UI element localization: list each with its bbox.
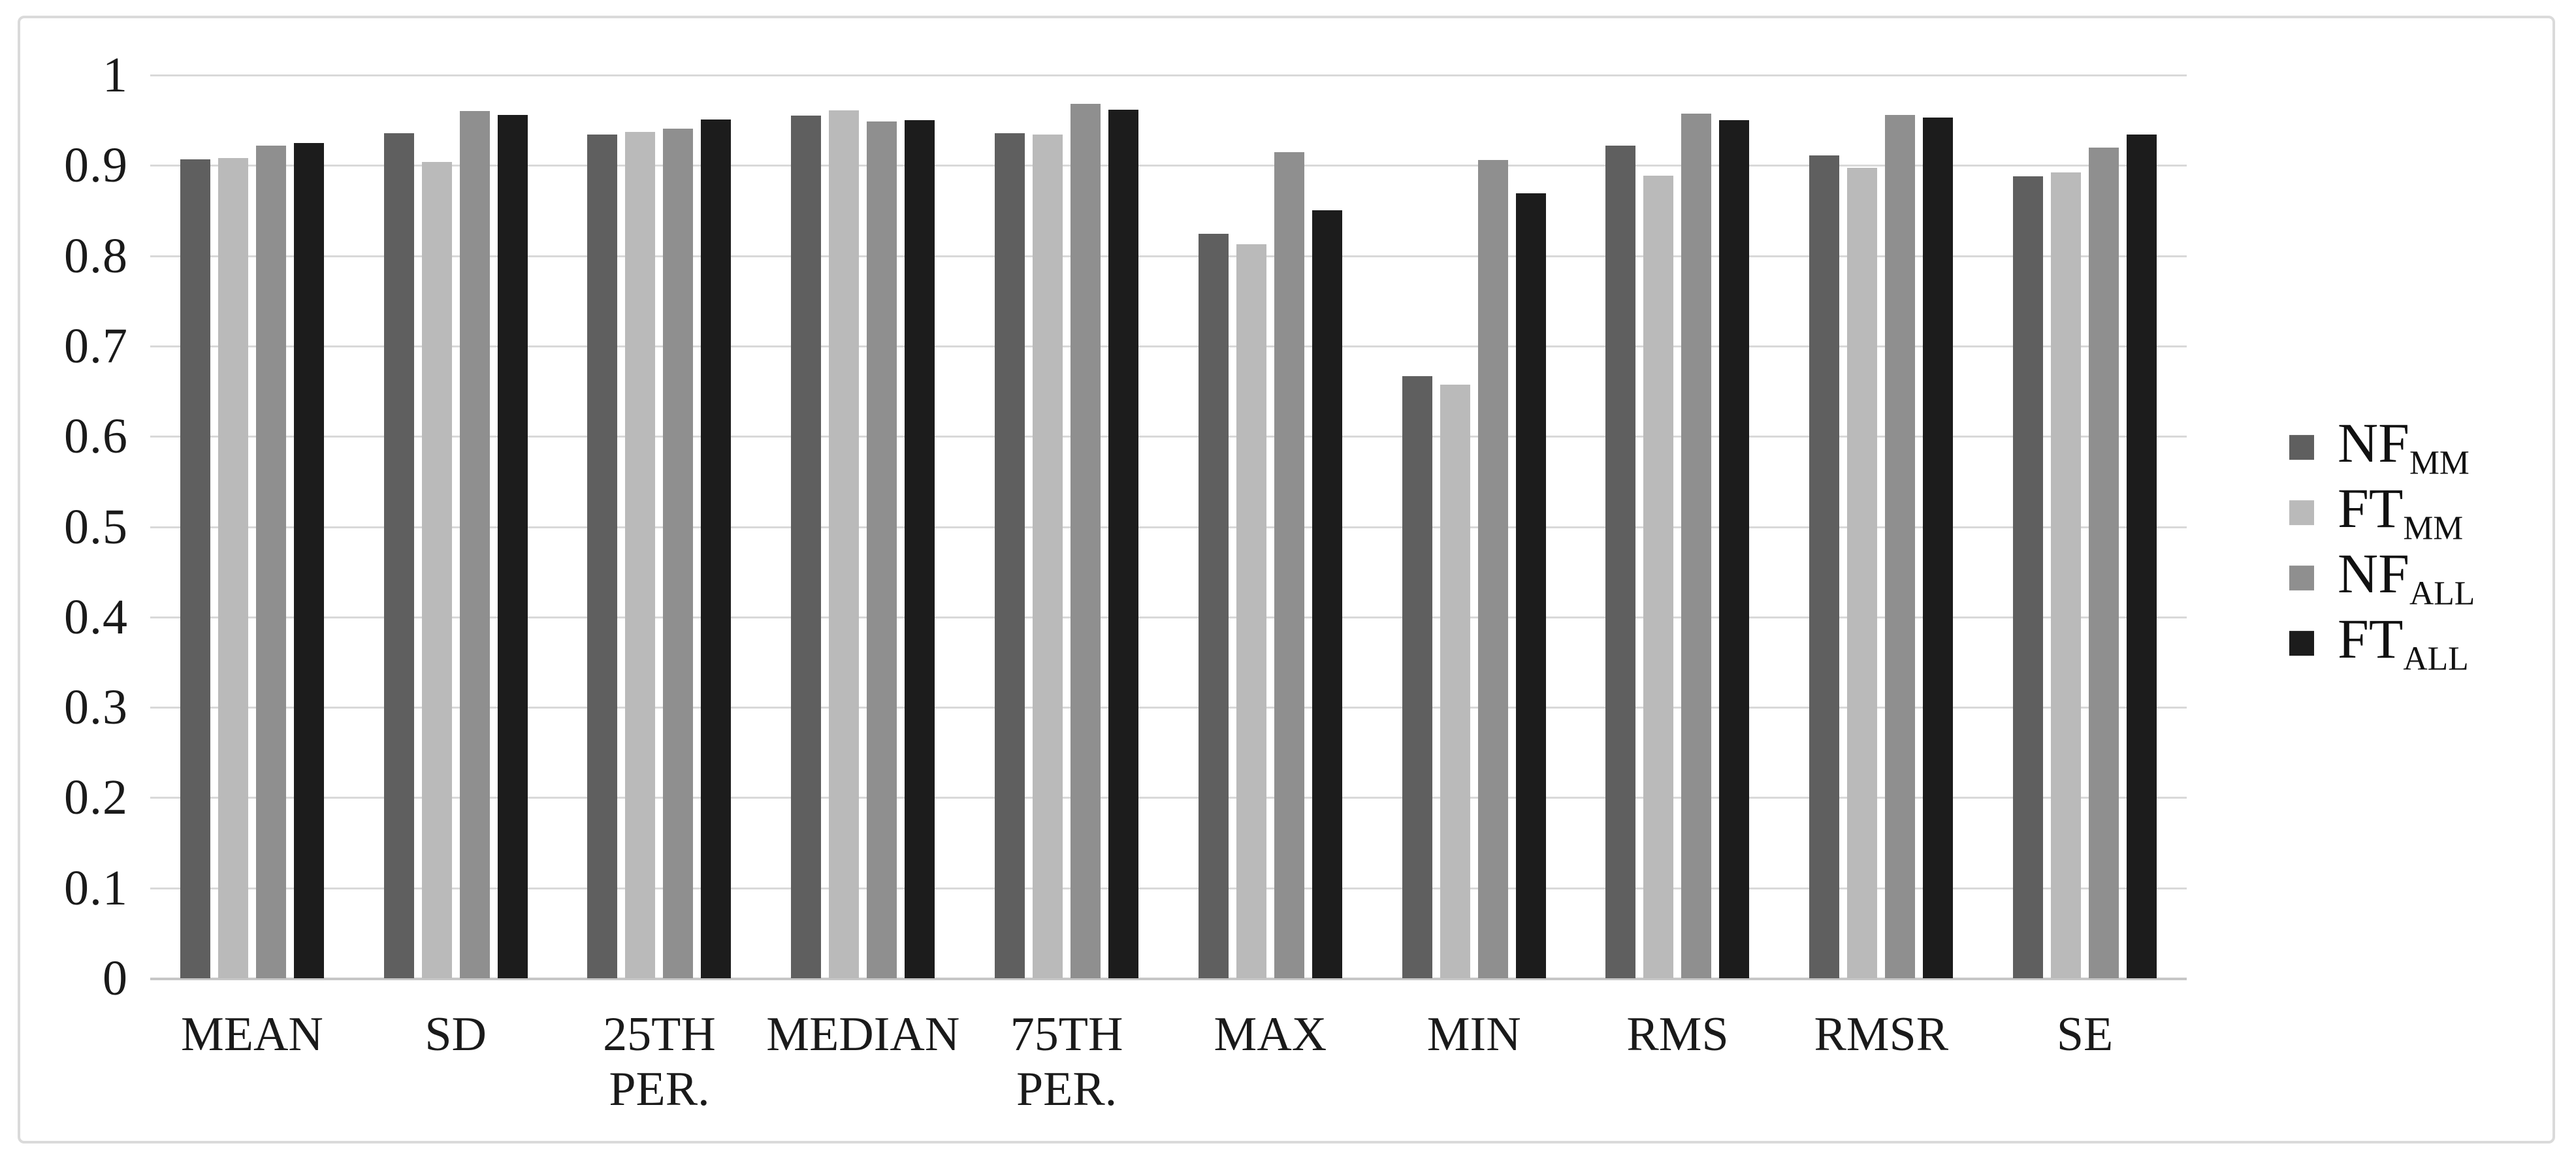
bar-nf-all-mean	[255, 145, 286, 978]
bar-nf-all-se	[2089, 147, 2119, 978]
bar-ft-all-75th-per-	[1108, 109, 1139, 978]
bar-ft-mm-sd	[421, 161, 452, 978]
bar-nf-all-25th-per-	[663, 128, 694, 978]
gridline	[150, 345, 2187, 347]
gridline	[150, 616, 2187, 618]
y-tick-label: 0.8	[64, 228, 128, 283]
bar-nf-mm-median	[791, 116, 822, 978]
y-tick-label: 1	[103, 48, 128, 103]
plot-area	[150, 74, 2187, 980]
bar-group-min	[1372, 75, 1576, 978]
bar-ft-all-min	[1515, 193, 1546, 978]
bars-layer	[150, 75, 2187, 978]
legend-label: FTALL	[2338, 607, 2469, 678]
bar-ft-all-max	[1312, 210, 1342, 978]
bar-nf-all-min	[1477, 160, 1508, 978]
y-tick-label: 0.3	[64, 680, 128, 735]
bar-group-mean	[150, 75, 354, 978]
bar-nf-mm-25th-per-	[587, 135, 618, 978]
category-label-se: SE	[2056, 1008, 2114, 1061]
category-label-min: MIN	[1426, 1008, 1521, 1061]
legend-item-nf-all: NFALL	[2289, 545, 2475, 611]
gridline	[150, 797, 2187, 799]
bar-nf-all-75th-per-	[1071, 104, 1101, 978]
category-label-25th-per-: 25TH PER.	[603, 1008, 716, 1116]
y-tick-label: 0	[103, 951, 128, 1006]
gridline	[150, 707, 2187, 709]
bar-nf-all-max	[1274, 152, 1304, 978]
y-tick-label: 0.9	[64, 138, 128, 193]
bar-ft-mm-median	[829, 110, 860, 978]
bar-ft-all-se	[2127, 135, 2157, 978]
category-label-sd: SD	[425, 1008, 487, 1061]
legend-item-ft-mm: FTMM	[2289, 480, 2463, 545]
y-tick-label: 0.1	[64, 860, 128, 916]
bar-nf-mm-75th-per-	[995, 133, 1025, 978]
gridline	[150, 887, 2187, 889]
bar-ft-mm-75th-per-	[1033, 135, 1063, 978]
category-label-mean: MEAN	[180, 1008, 323, 1061]
bar-nf-mm-se	[2013, 176, 2044, 978]
bar-nf-all-median	[867, 121, 897, 978]
y-tick-label: 0.6	[64, 409, 128, 464]
bar-ft-mm-max	[1236, 244, 1266, 978]
bar-ft-all-sd	[497, 114, 528, 978]
y-tick-label: 0.7	[64, 318, 128, 374]
legend-item-ft-all: FTALL	[2289, 611, 2469, 676]
x-axis-baseline	[150, 978, 2187, 980]
bar-nf-mm-max	[1198, 234, 1229, 978]
bar-ft-mm-min	[1440, 385, 1470, 978]
legend-label: NFMM	[2338, 411, 2470, 482]
bar-group-rms	[1576, 75, 1780, 978]
category-label-75th-per-: 75TH PER.	[1010, 1008, 1123, 1116]
gridline	[150, 436, 2187, 438]
y-tick-label: 0.4	[64, 589, 128, 645]
legend-label: NFALL	[2338, 542, 2475, 613]
bar-group-median	[761, 75, 965, 978]
category-label-rmsr: RMSR	[1814, 1008, 1949, 1061]
category-label-rms: RMS	[1626, 1008, 1729, 1061]
bar-ft-mm-mean	[217, 158, 248, 978]
bar-ft-mm-rmsr	[1847, 168, 1878, 978]
bar-nf-mm-rmsr	[1809, 155, 1840, 978]
bar-group-sd	[354, 75, 558, 978]
legend-swatch-icon	[2289, 500, 2314, 525]
bar-nf-mm-rms	[1605, 145, 1636, 978]
bar-ft-all-25th-per-	[701, 119, 732, 978]
bar-ft-all-rms	[1719, 120, 1750, 978]
gridline	[150, 165, 2187, 167]
category-label-max: MAX	[1214, 1008, 1327, 1061]
gridline	[150, 526, 2187, 528]
bar-nf-all-rms	[1681, 114, 1712, 978]
bar-ft-mm-rms	[1643, 175, 1674, 978]
legend-item-nf-mm: NFMM	[2289, 415, 2470, 480]
bar-group-se	[1983, 75, 2187, 978]
bar-ft-mm-se	[2051, 172, 2082, 978]
bar-nf-mm-sd	[383, 133, 414, 978]
legend-swatch-icon	[2289, 435, 2314, 460]
legend-swatch-icon	[2289, 631, 2314, 656]
bar-nf-mm-min	[1402, 376, 1432, 978]
legend-swatch-icon	[2289, 566, 2314, 590]
bar-nf-all-rmsr	[1885, 114, 1916, 978]
bar-ft-all-mean	[293, 142, 324, 978]
bar-nf-mm-mean	[180, 159, 210, 978]
bar-group-75th-per-	[965, 75, 1168, 978]
bar-group-rmsr	[1779, 75, 1983, 978]
bar-group-25th-per-	[558, 75, 762, 978]
bar-ft-all-rmsr	[1923, 118, 1954, 978]
category-label-median: MEDIAN	[766, 1008, 960, 1061]
gridline	[150, 74, 2187, 76]
bar-group-max	[1168, 75, 1372, 978]
bar-nf-all-sd	[459, 111, 490, 978]
legend: NFMM FTMM NFALL FTALL	[2289, 0, 2570, 1167]
y-tick-label: 0.2	[64, 770, 128, 825]
y-tick-label: 0.5	[64, 499, 128, 554]
bar-ft-mm-25th-per-	[625, 132, 656, 978]
gridline	[150, 255, 2187, 257]
legend-label: FTMM	[2338, 477, 2464, 547]
bar-ft-all-median	[905, 120, 935, 978]
